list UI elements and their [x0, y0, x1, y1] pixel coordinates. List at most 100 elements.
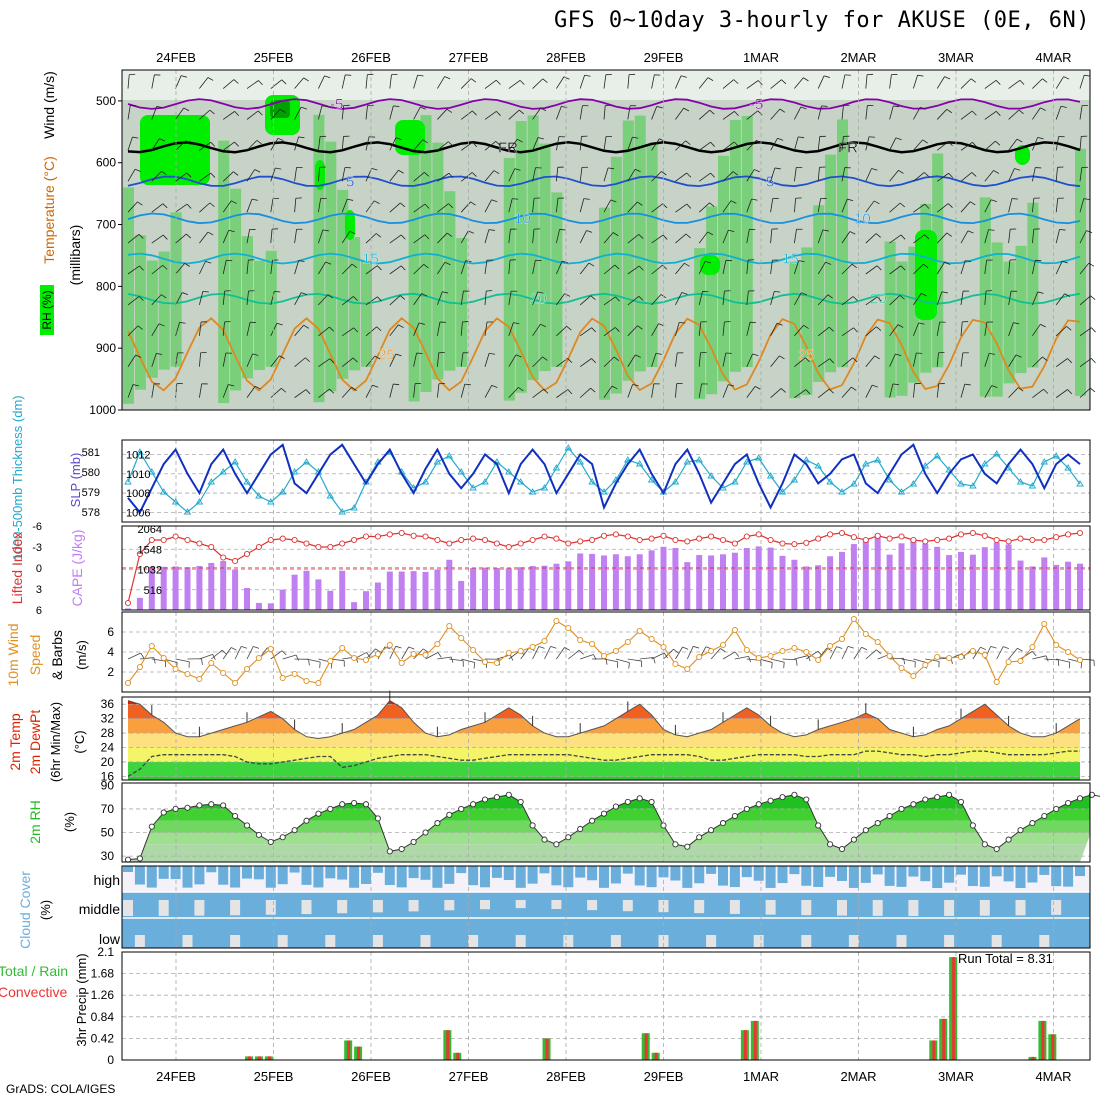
rh-plume: [230, 188, 242, 391]
upper-wind-barb: [508, 322, 514, 336]
cloud-low-gap: [658, 935, 669, 947]
lifted-index-line-point: [315, 543, 322, 551]
upper-wind-barb: [158, 323, 165, 327]
upper-wind-barb: [698, 231, 708, 244]
upper-wind-barb: [749, 321, 757, 324]
upper-wind-barb: [984, 111, 997, 120]
upper-wind-barb: [365, 136, 370, 151]
upper-wind-barb: [579, 136, 582, 151]
upper-wind-barb: [941, 291, 948, 294]
upper-wind-barb: [127, 201, 138, 213]
cape-bar: [208, 562, 215, 610]
precip-conv-bar: [743, 1030, 747, 1060]
lifted-index-line-point: [731, 540, 738, 547]
surface-wind-barb: [395, 645, 402, 649]
rh-line-point: [565, 834, 572, 841]
isotherm-label: 5: [766, 173, 774, 190]
cape-bar: [351, 602, 358, 610]
surface-wind-barb: [996, 646, 1004, 660]
upper-wind-barb: [448, 203, 454, 209]
upper-wind-barb: [757, 110, 763, 116]
surface-wind-barb: [847, 645, 854, 649]
thickness-line-point: [136, 448, 144, 455]
upper-wind-barb: [437, 321, 441, 336]
cloud-high-bar: [920, 866, 931, 882]
surface-wind-barb: [990, 645, 997, 649]
lifted-index-line-point: [160, 536, 167, 544]
upper-wind-barb: [794, 292, 802, 306]
wind-speed-line-point: [589, 640, 596, 648]
upper-wind-barb: [960, 230, 969, 244]
cloud-high-bar: [206, 866, 217, 873]
upper-wind-barb: [801, 292, 807, 296]
upper-wind-barb: [722, 79, 735, 89]
upper-wind-barb: [612, 232, 619, 237]
upper-wind-barb: [389, 137, 397, 151]
wind-speed-line-point: [505, 649, 512, 657]
thickness-line-point: [350, 504, 358, 511]
cloud-high-bar: [610, 866, 621, 884]
upper-wind-barb: [199, 261, 206, 275]
upper-wind-barb: [794, 198, 797, 213]
upper-wind-barb: [270, 229, 273, 244]
cloud-mid-gap: [587, 900, 598, 911]
cape-bar: [993, 542, 1000, 610]
thickness-line-point: [671, 478, 680, 485]
cloud-high-bar: [361, 866, 371, 885]
upper-wind-barb: [294, 292, 302, 306]
rh-line-point: [636, 795, 643, 802]
upper-wind-barb: [1060, 105, 1067, 108]
upper-wind-barb: [865, 200, 875, 213]
lifted-index-line-point: [136, 550, 143, 558]
upper-wind-barb: [1037, 136, 1044, 140]
upper-wind-barb: [849, 231, 856, 235]
upper-wind-barb: [627, 325, 638, 337]
upper-wind-barb: [868, 136, 876, 138]
cloud-mid-gap: [515, 900, 526, 909]
rh-plume: [789, 261, 801, 399]
upper-wind-barb: [1008, 322, 1014, 336]
rh-line-point: [481, 796, 489, 803]
upper-wind-barb: [532, 260, 536, 275]
upper-wind-barb: [491, 384, 498, 388]
upper-wind-barb: [256, 140, 262, 145]
upper-wind-barb: [294, 229, 297, 244]
surface-wind-barb: [532, 646, 540, 660]
cape-bar: [874, 534, 881, 610]
upper-wind-barb: [1032, 260, 1036, 275]
lifted-index-line-point: [291, 536, 298, 544]
lifted-index-line-point: [743, 533, 750, 540]
upper-wind-barb: [984, 290, 987, 305]
upper-wind-barb: [1079, 295, 1091, 306]
upper-wind-barb: [841, 167, 846, 182]
lifted-index-line-point: [267, 536, 274, 544]
cape-bar: [755, 546, 762, 610]
wind-speed-line-point: [969, 647, 976, 655]
cape-bar: [303, 570, 310, 610]
upper-wind-barb: [199, 383, 203, 398]
upper-wind-barb: [936, 172, 949, 182]
upper-wind-barb: [752, 353, 759, 357]
wind-speed-line-point: [577, 636, 584, 644]
surface-wind-barb: [384, 646, 391, 650]
rh-plume: [908, 246, 920, 383]
surface-wind-barb: [473, 662, 476, 669]
cloud-mid-gap: [622, 900, 633, 912]
upper-wind-barb: [351, 386, 357, 391]
upper-wind-barb: [984, 170, 994, 182]
upper-wind-barb: [151, 323, 160, 337]
thickness-line-point: [457, 468, 465, 475]
surface-wind-barb: [306, 658, 321, 663]
upper-wind-barb: [823, 75, 830, 78]
upper-wind-barb: [135, 354, 142, 358]
temp-tick-label: 24: [101, 741, 115, 755]
thickness-line-point: [826, 478, 834, 485]
upper-wind-barb: [270, 388, 282, 398]
upper-wind-barb: [532, 323, 541, 337]
surface-wind-barb: [222, 647, 232, 660]
upper-wind-barb: [413, 106, 421, 120]
cloud-high-bar: [1039, 866, 1050, 875]
rh-line-point: [577, 825, 584, 833]
rh-band: [128, 832, 1090, 845]
upper-wind-barb: [222, 260, 227, 275]
